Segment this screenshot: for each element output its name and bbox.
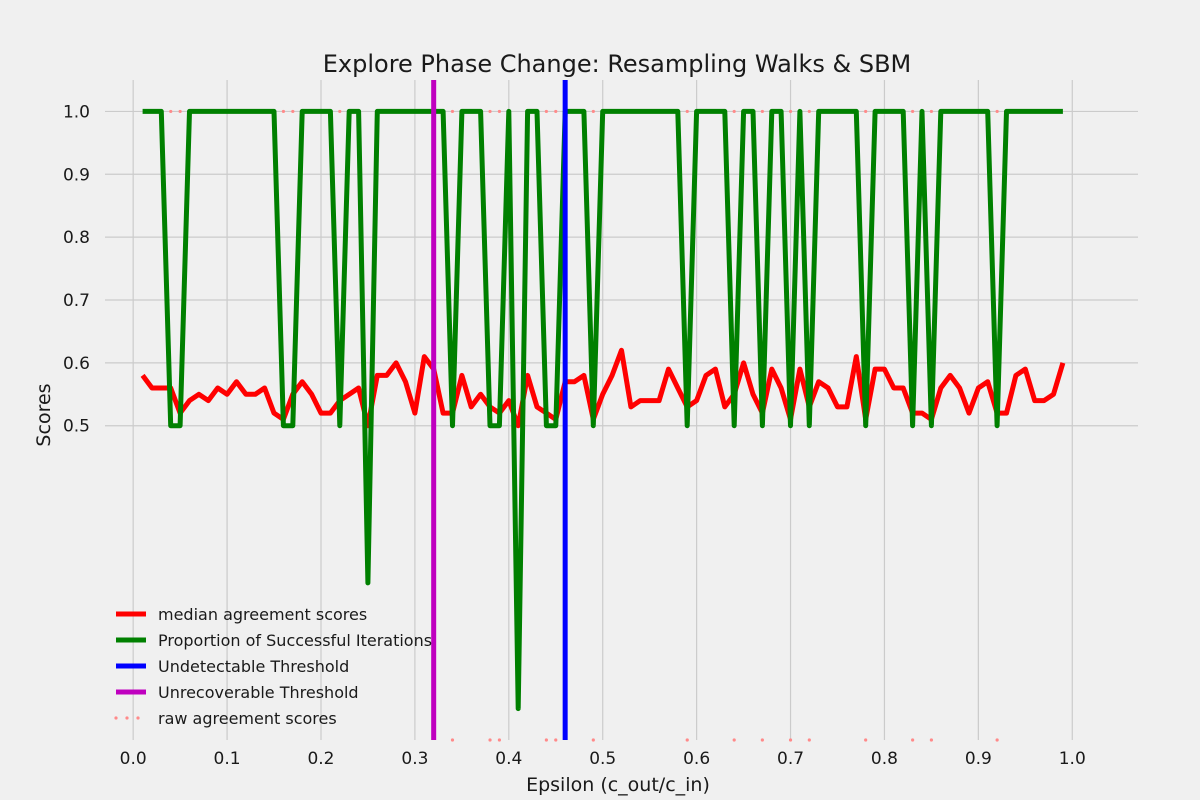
- raw-agreement-point: [911, 738, 915, 742]
- y-tick-label: 0.6: [63, 354, 90, 374]
- x-tick-label: 0.5: [589, 749, 616, 769]
- raw-agreement-point: [864, 109, 868, 114]
- y-tick-label: 0.5: [63, 417, 90, 437]
- raw-agreement-point: [338, 109, 342, 114]
- raw-agreement-point: [732, 738, 736, 742]
- y-axis-label: Scores: [33, 383, 55, 446]
- legend-marker: [125, 716, 129, 720]
- raw-agreement-point: [544, 109, 548, 114]
- legend-label: Proportion of Successful Iterations: [158, 631, 432, 650]
- raw-agreement-point: [807, 109, 811, 114]
- raw-agreement-point: [591, 738, 595, 742]
- raw-agreement-point: [591, 109, 595, 114]
- raw-agreement-point: [178, 109, 182, 114]
- raw-agreement-point: [291, 109, 295, 114]
- x-axis-label: Epsilon (c_out/c_in): [526, 774, 710, 796]
- x-tick-labels: 0.0 0.1 0.2 0.3 0.4 0.5 0.6 0.7 0.8 0.9 1.0: [120, 749, 1086, 769]
- x-tick-label: 0.8: [871, 749, 898, 769]
- raw-agreement-point: [685, 109, 689, 114]
- raw-agreement-point: [450, 738, 455, 742]
- legend: median agreement scores Proportion of Suc…: [114, 605, 432, 728]
- x-tick-label: 0.7: [777, 749, 804, 769]
- raw-agreement-point: [807, 738, 811, 742]
- raw-agreement-point: [685, 738, 689, 742]
- raw-agreement-point: [488, 109, 492, 114]
- legend-marker: [114, 716, 118, 720]
- raw-agreement-point: [788, 109, 793, 114]
- raw-agreement-point: [281, 109, 286, 114]
- x-tick-label: 1.0: [1059, 749, 1086, 769]
- x-tick-label: 0.4: [495, 749, 522, 769]
- raw-agreement-point: [450, 109, 455, 114]
- raw-agreement-point: [544, 738, 548, 742]
- raw-agreement-point: [488, 738, 492, 742]
- raw-agreement-point: [995, 109, 999, 114]
- chart-title: Explore Phase Change: Resampling Walks &…: [323, 50, 912, 78]
- x-tick-label: 0.3: [401, 749, 428, 769]
- raw-agreement-point: [497, 109, 502, 114]
- legend-label: Unrecoverable Threshold: [158, 683, 359, 702]
- x-tick-label: 0.2: [307, 749, 334, 769]
- series-layer: [140, 80, 1066, 742]
- raw-agreement-point: [497, 738, 502, 742]
- y-tick-label: 0.9: [63, 165, 90, 185]
- x-tick-label: 0.1: [214, 749, 241, 769]
- raw-agreement-point: [732, 109, 736, 114]
- x-tick-label: 0.6: [683, 749, 710, 769]
- raw-agreement-point: [929, 109, 934, 114]
- raw-agreement-point: [554, 109, 558, 114]
- x-tick-label: 0.0: [120, 749, 147, 769]
- raw-agreement-point: [995, 738, 999, 742]
- raw-agreement-point: [760, 738, 764, 742]
- y-tick-labels: 0.5 0.6 0.7 0.8 0.9 1.0: [63, 102, 90, 436]
- legend-marker: [136, 716, 140, 720]
- legend-label: Undetectable Threshold: [158, 657, 349, 676]
- raw-agreement-point: [760, 109, 764, 114]
- raw-agreement-point: [169, 109, 173, 114]
- raw-agreement-point: [788, 738, 793, 742]
- y-tick-label: 0.8: [63, 228, 90, 248]
- legend-label: raw agreement scores: [158, 709, 337, 728]
- y-tick-label: 1.0: [63, 102, 90, 122]
- x-tick-label: 0.9: [965, 749, 992, 769]
- proportion-of-successful-iterations-line: [142, 108, 1063, 712]
- raw-agreement-point: [911, 109, 915, 114]
- raw-agreement-point: [929, 738, 934, 742]
- raw-agreement-point: [864, 738, 868, 742]
- y-tick-label: 0.7: [63, 291, 90, 311]
- raw-agreement-point: [554, 738, 558, 742]
- legend-label: median agreement scores: [158, 605, 367, 624]
